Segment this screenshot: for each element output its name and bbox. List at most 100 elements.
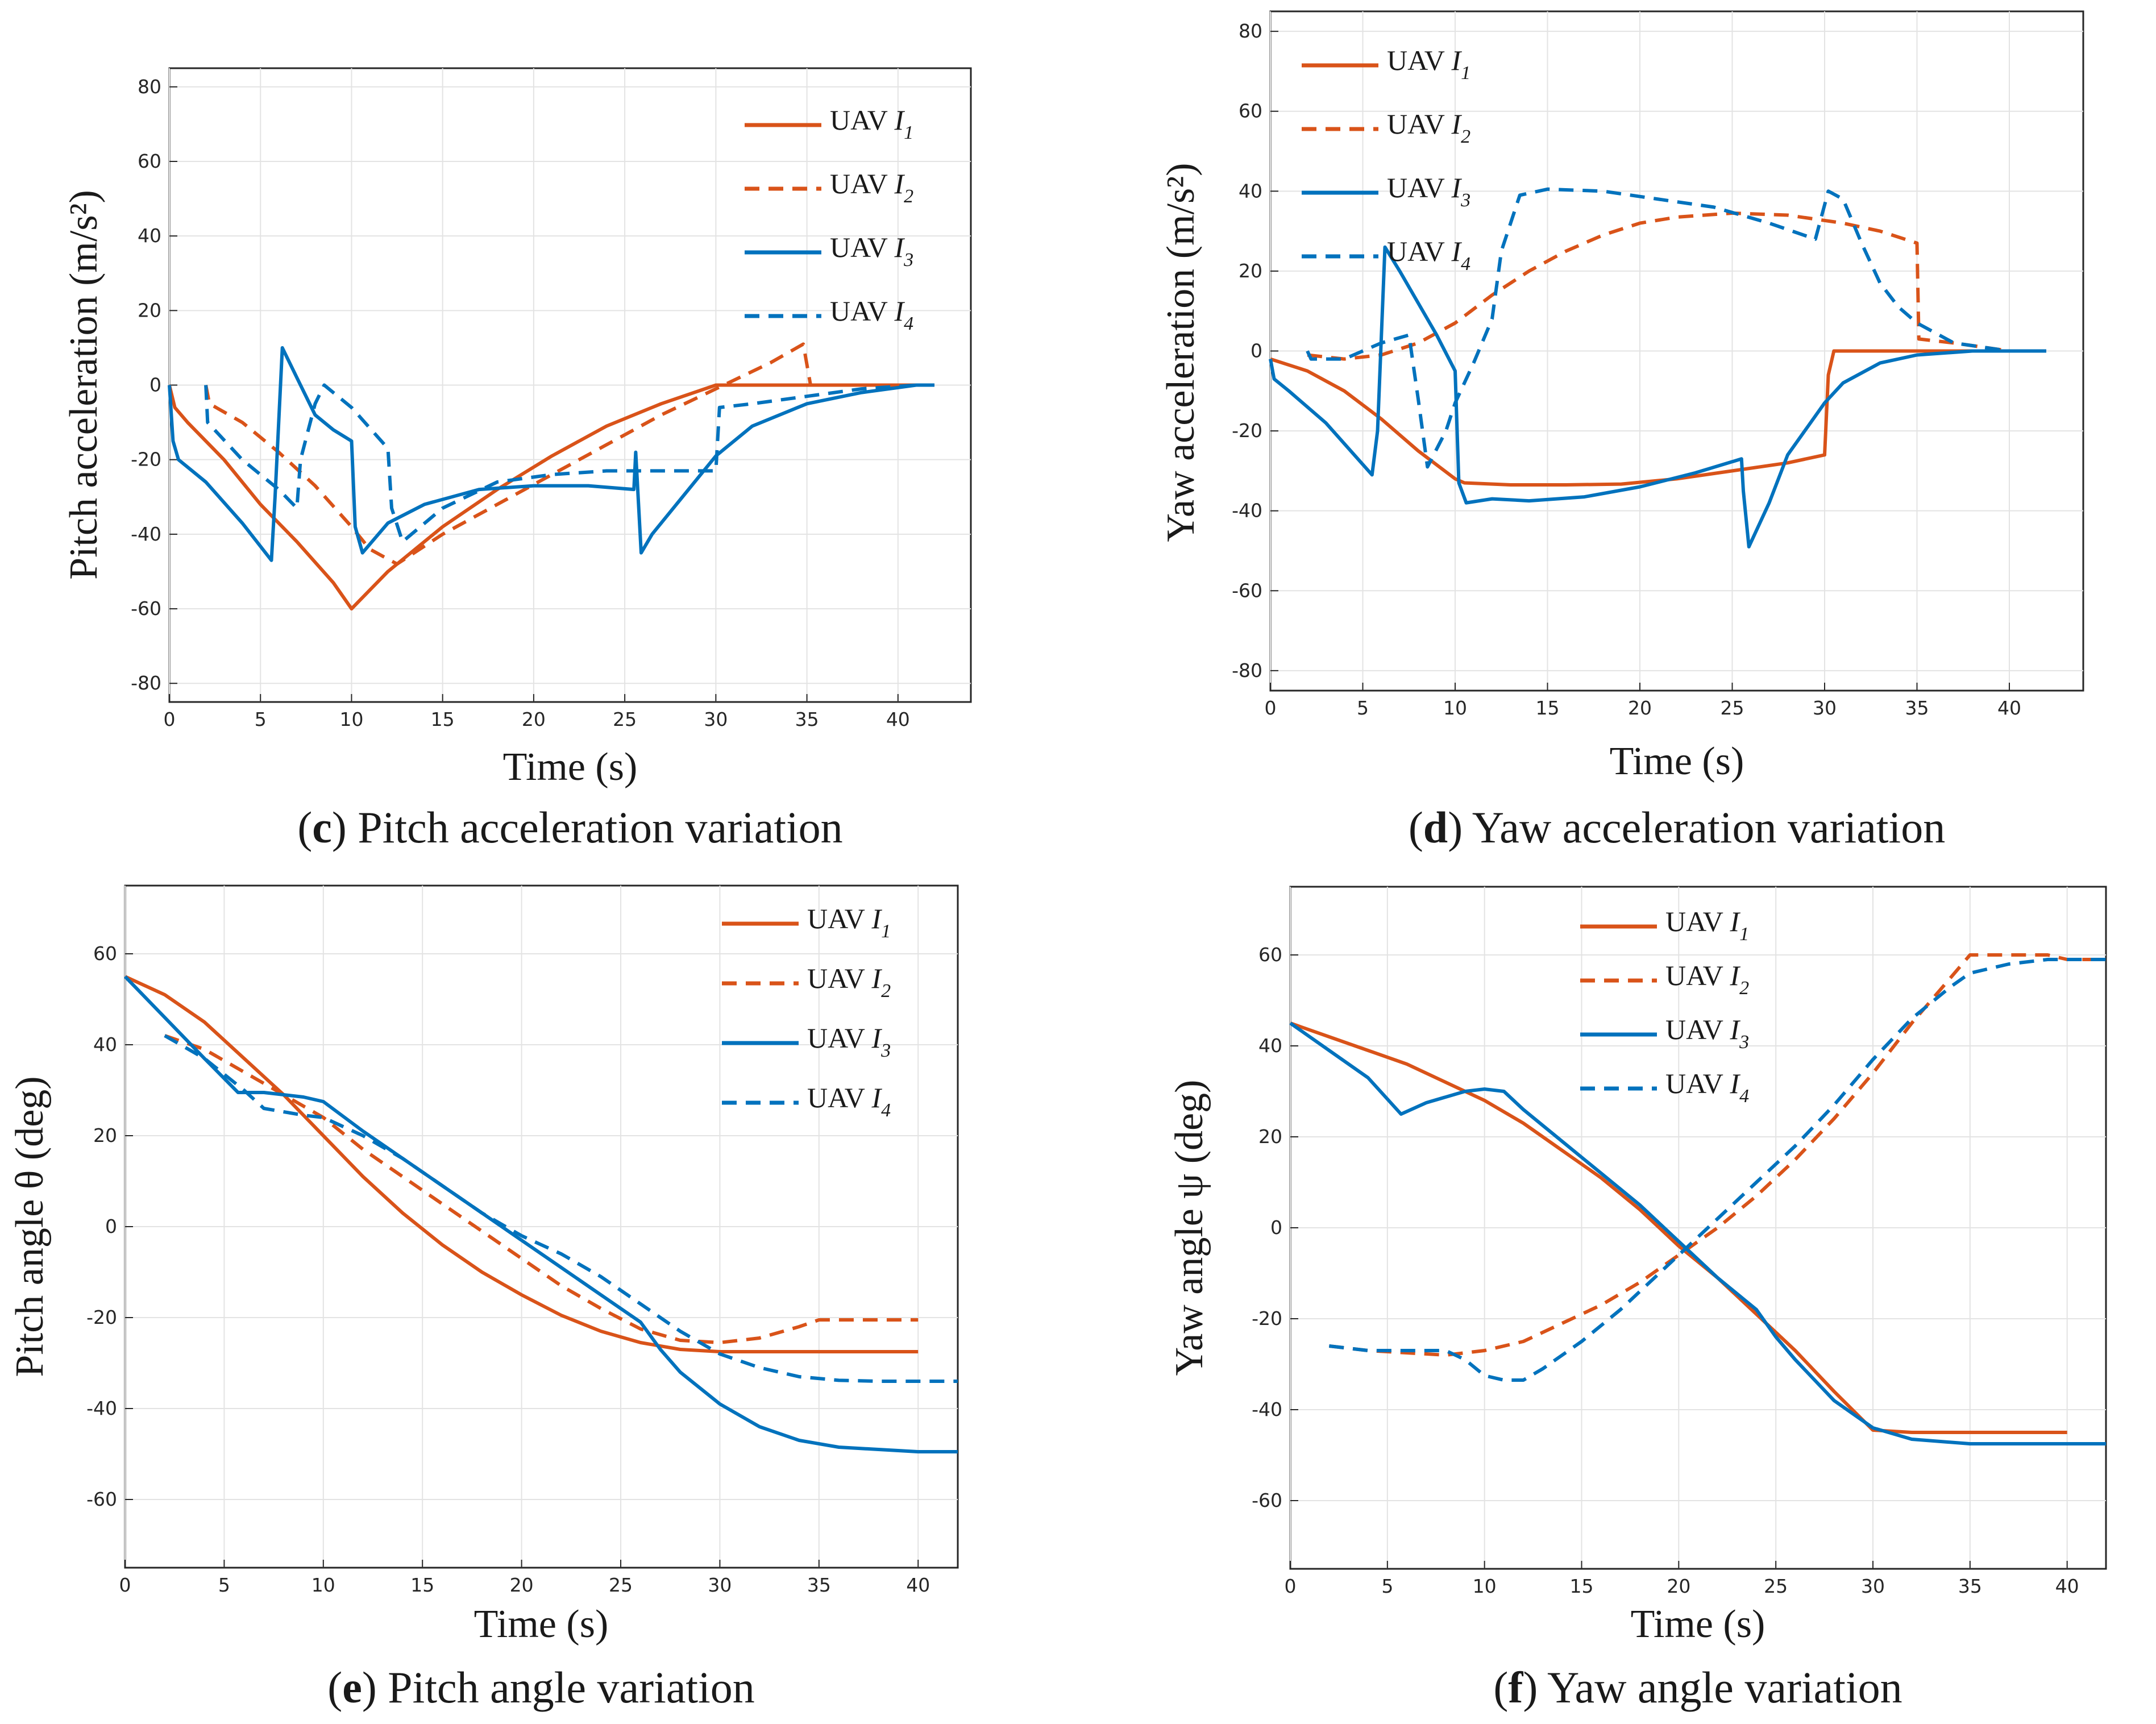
- y-axis-label-e: Pitch angle θ (deg): [8, 1076, 52, 1377]
- caption-text-c: Pitch acceleration variation: [358, 803, 842, 852]
- y-tick-label: -20: [131, 448, 161, 471]
- x-tick-label: 20: [1628, 697, 1652, 719]
- y-tick-label: 60: [93, 942, 117, 965]
- legend-label: UAV I3: [1665, 1013, 1749, 1053]
- legend-label: UAV I3: [830, 231, 913, 271]
- x-tick-label: 0: [1285, 1575, 1297, 1597]
- y-tick-label: 0: [1270, 1216, 1282, 1239]
- caption-letter-d: d: [1423, 803, 1448, 852]
- y-tick-label: 60: [138, 150, 161, 172]
- legend-label: UAV I4: [807, 1082, 891, 1121]
- series-line-uav-i3: [168, 346, 934, 562]
- y-tick-label: 0: [105, 1215, 117, 1237]
- x-tick-label: 35: [795, 708, 819, 730]
- panel-f-yaw-angle: 0 5 10 15 20 25 30 35 40 -60 -40 -20 0 20 40 60 UAV I1 U…: [1168, 886, 2107, 1712]
- y-axis-label-d: Yaw acceleration (m/s²): [1159, 163, 1203, 542]
- legend-label: UAV I2: [807, 962, 891, 1002]
- x-tick-label: 10: [339, 708, 363, 730]
- panel-e-pitch-angle: 0 5 10 15 20 25 30 35 40 -60 -40 -20 0 20 40 60 UAV I1 U…: [8, 884, 959, 1712]
- y-tick-label: 20: [1239, 260, 1262, 282]
- legend-label: UAV I4: [1665, 1067, 1749, 1107]
- caption-text-d: Yaw acceleration variation: [1472, 803, 1945, 852]
- x-tick-label: 35: [1905, 697, 1929, 719]
- x-tick-label: 25: [1721, 697, 1744, 719]
- y-tick-label: -20: [1252, 1307, 1282, 1330]
- x-axis-label-f: Time (s): [1631, 1602, 1765, 1646]
- x-tick-label: 40: [2055, 1575, 2079, 1597]
- y-tick-label: 40: [1239, 180, 1262, 202]
- legend-label: UAV I2: [1387, 108, 1470, 147]
- x-tick-label: 25: [613, 708, 637, 730]
- panel-d-yaw-acceleration: 0 5 10 15 20 25 30 35 40 -80 -60 -40 -20 0 20 40 60 80 UA…: [1159, 10, 2084, 852]
- x-tick-label: 20: [522, 708, 546, 730]
- x-tick-label: 25: [609, 1574, 633, 1596]
- series-line-uav-i4: [164, 1034, 958, 1383]
- y-tick-label: -40: [86, 1397, 117, 1419]
- caption-d: (d) Yaw acceleration variation: [1409, 803, 1945, 852]
- y-tick-label: -60: [86, 1488, 117, 1510]
- x-tick-label: 5: [1357, 697, 1369, 719]
- x-tick-label: 40: [886, 708, 910, 730]
- y-tick-label: -20: [86, 1306, 117, 1328]
- y-tick-label: -80: [1232, 659, 1262, 682]
- legend-label: UAV I3: [1387, 172, 1470, 211]
- series-line-uav-i1: [168, 383, 934, 610]
- caption-text-f: Yaw angle variation: [1547, 1663, 1902, 1712]
- caption-e: (e) Pitch angle variation: [327, 1663, 755, 1712]
- x-tick-label: 30: [1861, 1575, 1885, 1597]
- y-tick-label: 40: [93, 1033, 117, 1056]
- legend-label: UAV I4: [830, 295, 913, 334]
- y-tick-label: 40: [1258, 1035, 1282, 1057]
- y-tick-label: -40: [1252, 1398, 1282, 1420]
- x-tick-label: 15: [410, 1574, 434, 1596]
- x-tick-label: 10: [311, 1574, 335, 1596]
- x-tick-label: 40: [1997, 697, 2021, 719]
- series-line-uav-i1: [1270, 349, 2046, 487]
- y-tick-label: -40: [131, 523, 161, 545]
- x-tick-label: 40: [906, 1574, 930, 1596]
- series-line-uav-i3: [1269, 245, 2046, 549]
- x-tick-label: 25: [1764, 1575, 1788, 1597]
- y-tick-label: 0: [1251, 340, 1262, 362]
- y-tick-label: 0: [149, 374, 161, 396]
- x-tick-label: 0: [119, 1574, 131, 1596]
- y-tick-label: -60: [1252, 1489, 1282, 1511]
- y-axis-label-c: Pitch acceleration (m/s²): [62, 190, 106, 580]
- x-tick-label: 35: [807, 1574, 831, 1596]
- x-tick-label: 30: [1813, 697, 1837, 719]
- x-axis-label-e: Time (s): [474, 1602, 609, 1646]
- y-tick-label: 80: [1239, 20, 1262, 42]
- series-line-uav-i1: [1290, 1021, 2067, 1434]
- caption-text-e: Pitch angle variation: [388, 1663, 754, 1712]
- x-tick-label: 20: [510, 1574, 534, 1596]
- legend-label: UAV I2: [1665, 959, 1749, 999]
- x-tick-label: 10: [1473, 1575, 1497, 1597]
- x-tick-label: 5: [255, 708, 267, 730]
- x-axis-label-d: Time (s): [1610, 740, 1744, 783]
- caption-c: (c) Pitch acceleration variation: [297, 803, 842, 852]
- series-line-uav-i2: [204, 342, 934, 566]
- x-tick-label: 15: [431, 708, 455, 730]
- x-tick-label: 35: [1958, 1575, 1982, 1597]
- y-tick-label: 20: [93, 1124, 117, 1146]
- x-tick-label: 0: [164, 708, 176, 730]
- series-line-uav-i3: [1289, 1021, 2106, 1445]
- y-tick-label: -60: [131, 597, 161, 620]
- x-tick-label: 30: [704, 708, 728, 730]
- y-tick-label: 80: [138, 76, 161, 98]
- caption-f: (f) Yaw angle variation: [1493, 1663, 1902, 1712]
- caption-letter-f: f: [1508, 1663, 1523, 1712]
- legend-label: UAV I1: [807, 903, 891, 942]
- legend-label: UAV I4: [1387, 235, 1470, 275]
- series-line-uav-i3: [123, 975, 958, 1453]
- x-tick-label: 15: [1536, 697, 1560, 719]
- series-line-uav-i4: [1306, 187, 2046, 469]
- legend-label: UAV I1: [1387, 44, 1470, 84]
- x-tick-label: 0: [1265, 697, 1277, 719]
- y-tick-label: 20: [1258, 1125, 1282, 1148]
- x-tick-label: 15: [1570, 1575, 1594, 1597]
- x-tick-label: 5: [1381, 1575, 1393, 1597]
- y-tick-label: -60: [1232, 579, 1262, 601]
- x-tick-label: 5: [218, 1574, 230, 1596]
- y-tick-label: 20: [138, 299, 161, 321]
